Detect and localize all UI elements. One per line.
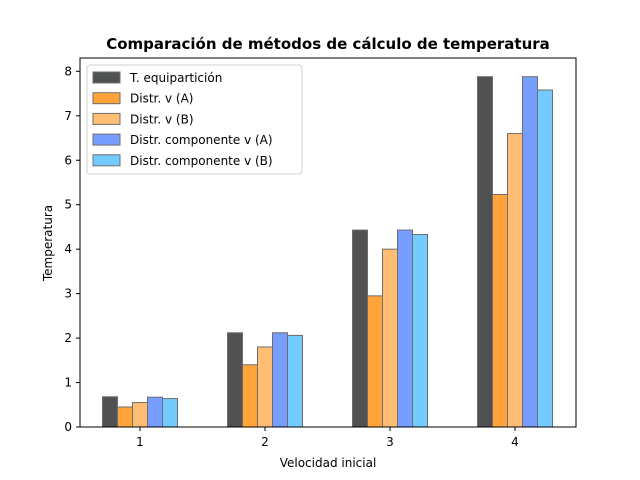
- x-axis-label: Velocidad inicial: [280, 456, 377, 470]
- legend-label: Distr. componente v (A): [130, 133, 273, 147]
- legend-swatch: [92, 154, 121, 167]
- legend-label: Distr. componente v (B): [130, 154, 273, 168]
- bar-2-3: [367, 295, 383, 428]
- bar-1-3: [352, 229, 368, 428]
- y-tick-label: 1: [64, 376, 72, 390]
- bar-1-4: [477, 76, 493, 428]
- bar-4-4: [522, 76, 538, 428]
- legend-label: T. equipartición: [129, 71, 222, 85]
- legend-swatch: [92, 133, 121, 146]
- bars-group: [102, 76, 553, 428]
- y-tick-label: 8: [64, 64, 72, 78]
- legend-frame: [86, 64, 303, 175]
- bar-2-4: [492, 193, 508, 428]
- x-tick-label: 3: [386, 435, 394, 449]
- y-axis: 0 1 2 3 4 5 6 7 8: [64, 64, 80, 434]
- chart-title: Comparación de métodos de cálculo de tem…: [106, 35, 550, 53]
- y-tick-label: 7: [64, 109, 72, 123]
- bar-3-1: [132, 402, 148, 428]
- bar-3-3: [382, 248, 398, 428]
- bar-3-4: [507, 133, 523, 428]
- y-tick-label: 4: [64, 242, 72, 256]
- legend-label: Distr. v (A): [130, 92, 193, 106]
- y-tick-label: 6: [64, 153, 72, 167]
- y-axis-label: Temperatura: [41, 205, 55, 282]
- x-axis: 1 2 3 4: [136, 427, 519, 449]
- bar-1-2: [227, 332, 243, 428]
- y-tick-label: 0: [64, 420, 72, 434]
- bar-2-1: [117, 406, 133, 428]
- legend-label: Distr. v (B): [130, 112, 194, 126]
- y-tick-label: 2: [64, 331, 72, 345]
- legend-swatch: [92, 92, 121, 105]
- bar-3-2: [257, 346, 273, 428]
- plot-frame: [79, 57, 577, 428]
- bar-5-2: [287, 334, 303, 428]
- x-tick-label: 1: [136, 435, 144, 449]
- y-tick-label: 3: [64, 287, 72, 301]
- legend: T. equipartición Distr. v (A) Distr. v (B)…: [86, 64, 303, 175]
- bar-1-1: [102, 396, 118, 428]
- bar-2-2: [242, 364, 258, 428]
- bar-5-4: [537, 89, 553, 428]
- legend-swatch: [92, 112, 121, 125]
- bar-4-3: [397, 229, 413, 428]
- x-tick-label: 2: [261, 435, 269, 449]
- x-tick-label: 4: [511, 435, 519, 449]
- bar-4-1: [147, 396, 163, 428]
- bar-5-1: [162, 398, 178, 428]
- legend-swatch: [92, 71, 121, 84]
- bar-4-2: [272, 332, 288, 428]
- bar-5-3: [412, 233, 428, 428]
- y-tick-label: 5: [64, 198, 72, 212]
